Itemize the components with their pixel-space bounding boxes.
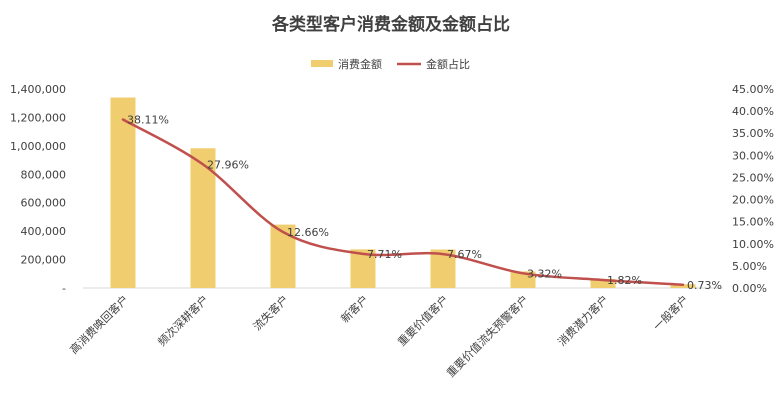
right-tick-label: 5.00% <box>732 260 767 273</box>
data-label: 3.32% <box>527 267 562 280</box>
right-axis: 0.00% 5.00% 10.00% 15.00% 20.00% 25.00% 30.00%… <box>732 83 774 295</box>
bar <box>510 271 536 288</box>
left-tick-label: 400,000 <box>21 225 67 238</box>
chart-title: 各类型客户消费金额及金额占比 <box>271 14 510 35</box>
left-tick-label: 1,200,000 <box>10 111 66 124</box>
bar <box>590 278 616 288</box>
legend: 消费金额 金额占比 <box>311 57 470 71</box>
right-tick-label: 20.00% <box>732 194 774 207</box>
left-tick-label: 1,400,000 <box>10 83 66 96</box>
right-tick-label: 45.00% <box>732 83 774 96</box>
left-tick-label: 1,000,000 <box>10 140 66 153</box>
category-label: 一般客户 <box>650 292 691 333</box>
category-label: 高消费唤回客户 <box>67 292 131 356</box>
right-tick-label: 15.00% <box>732 216 774 229</box>
right-tick-label: 25.00% <box>732 171 774 184</box>
data-label: 27.96% <box>207 158 249 171</box>
left-tick-label: 600,000 <box>21 197 67 210</box>
legend-label-line: 金额占比 <box>426 57 470 71</box>
category-label: 重要价值客户 <box>395 292 452 349</box>
category-label: 频次深耕客户 <box>155 292 212 349</box>
left-tick-label: 800,000 <box>21 168 67 181</box>
line-series <box>121 118 685 287</box>
left-tick-label: 200,000 <box>21 254 67 267</box>
legend-label-bar: 消费金额 <box>338 57 382 71</box>
bar <box>670 284 696 288</box>
data-label: 38.11% <box>127 113 169 126</box>
data-label: 12.66% <box>287 226 329 239</box>
right-tick-label: 0.00% <box>732 282 767 295</box>
category-label: 重要价值流失预警客户 <box>443 292 531 380</box>
left-tick-label: - <box>62 282 66 295</box>
right-tick-label: 35.00% <box>732 127 774 140</box>
ratio-line <box>121 118 685 287</box>
legend-swatch-bar <box>311 60 333 67</box>
bar-series <box>110 97 696 289</box>
data-label: 7.67% <box>447 248 482 261</box>
data-label: 1.82% <box>607 274 642 287</box>
right-tick-label: 40.00% <box>732 105 774 118</box>
category-label: 新客户 <box>338 292 371 325</box>
data-label: 0.73% <box>687 279 722 292</box>
right-tick-label: 30.00% <box>732 149 774 162</box>
bar <box>110 97 136 289</box>
right-tick-label: 10.00% <box>732 238 774 251</box>
category-label: 消费潜力客户 <box>555 292 612 349</box>
category-label: 流失客户 <box>250 292 291 333</box>
data-label: 7.71% <box>367 248 402 261</box>
left-axis: - 200,000 400,000 600,000 800,000 1,000,000 1,… <box>10 83 66 295</box>
data-labels: 38.11% 27.96% 12.66% 7.71% 7.67% 3.32% 1.82% 0.… <box>127 113 722 291</box>
